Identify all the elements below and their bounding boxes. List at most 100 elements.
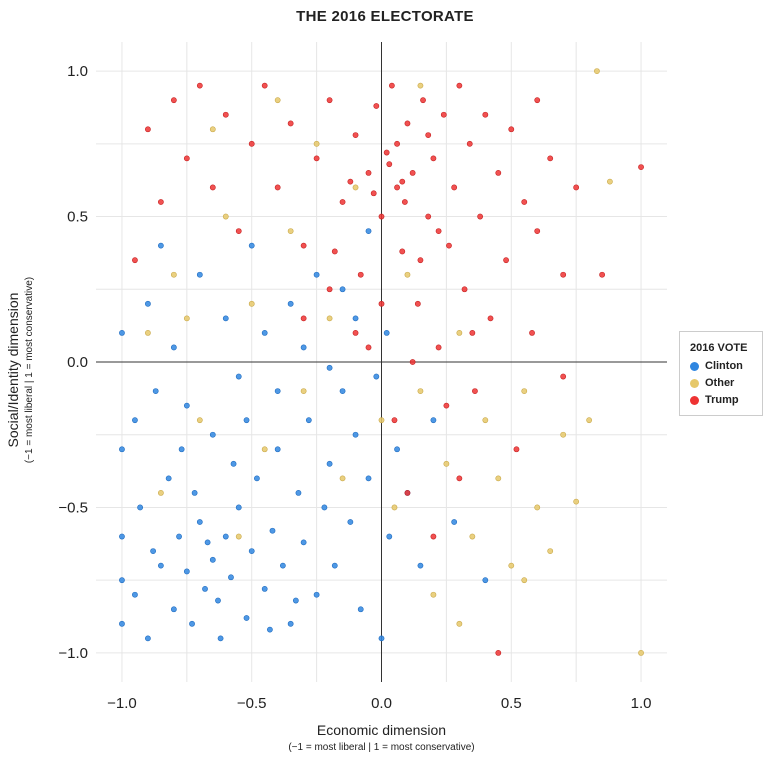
data-point-trump — [560, 271, 567, 278]
data-point-other — [443, 460, 450, 467]
data-point-trump — [365, 170, 372, 176]
data-point-other — [287, 228, 294, 234]
data-point-clinton — [326, 460, 333, 467]
data-point-trump — [430, 533, 437, 540]
data-point-other — [248, 300, 255, 307]
data-point-clinton — [321, 504, 328, 511]
data-point-clinton — [482, 577, 489, 584]
data-point-clinton — [157, 242, 164, 249]
data-point-clinton — [204, 539, 211, 546]
data-point-clinton — [287, 620, 294, 627]
data-point-other — [274, 97, 281, 104]
x-tick-label: −1.0 — [107, 695, 137, 712]
data-point-clinton — [222, 533, 229, 540]
data-point-trump — [425, 213, 432, 220]
data-point-other — [145, 330, 151, 336]
data-point-clinton — [243, 615, 250, 621]
data-point-clinton — [132, 417, 138, 424]
data-point-clinton — [357, 606, 364, 613]
data-point-other — [638, 650, 644, 656]
x-axis-sublabel: (−1 = most liberal | 1 = most conservati… — [288, 742, 475, 753]
data-point-clinton — [119, 330, 125, 336]
data-point-clinton — [417, 562, 424, 569]
data-point-trump — [443, 402, 450, 409]
data-point-clinton — [150, 548, 156, 554]
data-point-clinton — [287, 300, 294, 307]
data-point-clinton — [222, 315, 229, 322]
data-point-trump — [508, 126, 515, 133]
data-point-trump — [513, 446, 520, 453]
data-point-clinton — [365, 228, 372, 234]
data-point-clinton — [274, 388, 281, 394]
x-tick-label: −0.5 — [237, 695, 267, 712]
data-point-clinton — [394, 446, 400, 453]
data-point-other — [521, 388, 528, 394]
data-point-trump — [248, 140, 255, 147]
data-point-clinton — [300, 539, 307, 546]
data-point-clinton — [248, 548, 255, 554]
data-point-clinton — [196, 271, 203, 278]
data-point-trump — [466, 140, 473, 147]
data-point-trump — [469, 330, 476, 336]
data-point-trump — [404, 490, 411, 496]
data-point-clinton — [178, 446, 185, 453]
legend-label: Clinton — [705, 360, 743, 372]
legend-item-trump: Trump — [690, 394, 762, 406]
data-point-clinton — [279, 562, 286, 569]
y-axis-sublabel: (−1 = most liberal | 1 = most conservati… — [24, 276, 35, 464]
data-point-trump — [534, 97, 541, 104]
y-axis-label: Social/Identity dimension — [5, 292, 21, 448]
data-point-other — [456, 620, 463, 627]
data-point-clinton — [235, 504, 242, 511]
data-point-other — [508, 562, 515, 569]
legend-label: Trump — [705, 394, 739, 406]
data-point-other — [261, 446, 268, 453]
data-point-clinton — [261, 330, 268, 336]
data-point-trump — [451, 184, 458, 191]
data-point-trump — [420, 97, 426, 104]
y-axis-label-group: Social/Identity dimension (−1 = most lib… — [5, 70, 45, 670]
data-point-other — [222, 213, 229, 220]
data-point-clinton — [145, 300, 151, 307]
data-point-trump — [378, 213, 385, 220]
data-point-trump — [339, 199, 346, 205]
data-point-other — [521, 577, 528, 584]
data-point-trump — [222, 111, 229, 118]
data-point-other — [573, 498, 580, 505]
data-point-clinton — [170, 344, 177, 351]
data-point-trump — [529, 330, 535, 336]
data-point-clinton — [352, 431, 359, 438]
legend-swatch — [690, 395, 699, 405]
data-point-other — [391, 504, 398, 511]
data-point-clinton — [295, 490, 302, 496]
data-point-clinton — [300, 344, 307, 351]
data-point-trump — [573, 184, 580, 191]
data-point-trump — [391, 417, 398, 424]
data-point-trump — [560, 373, 567, 380]
data-point-trump — [495, 650, 502, 656]
legend: 2016 VOTE Clinton Other Trump — [679, 331, 763, 416]
data-point-clinton — [119, 577, 125, 584]
data-point-clinton — [339, 388, 346, 394]
data-point-clinton — [352, 315, 359, 322]
data-point-clinton — [189, 620, 195, 627]
data-point-other — [430, 591, 437, 598]
data-point-trump — [394, 184, 400, 191]
data-point-other — [378, 417, 385, 424]
data-point-trump — [456, 475, 463, 482]
data-point-clinton — [235, 373, 242, 380]
data-point-other — [456, 330, 463, 336]
data-point-other — [170, 271, 177, 278]
data-point-other — [469, 533, 476, 540]
data-point-trump — [132, 257, 138, 264]
data-point-trump — [435, 344, 442, 351]
data-point-clinton — [170, 606, 177, 613]
data-point-other — [560, 431, 567, 438]
data-point-trump — [394, 140, 400, 147]
data-point-trump — [599, 271, 606, 278]
data-point-trump — [386, 161, 393, 168]
data-point-other — [235, 533, 242, 540]
data-point-clinton — [326, 364, 333, 371]
legend-swatch — [690, 361, 699, 371]
data-point-trump — [235, 228, 242, 234]
